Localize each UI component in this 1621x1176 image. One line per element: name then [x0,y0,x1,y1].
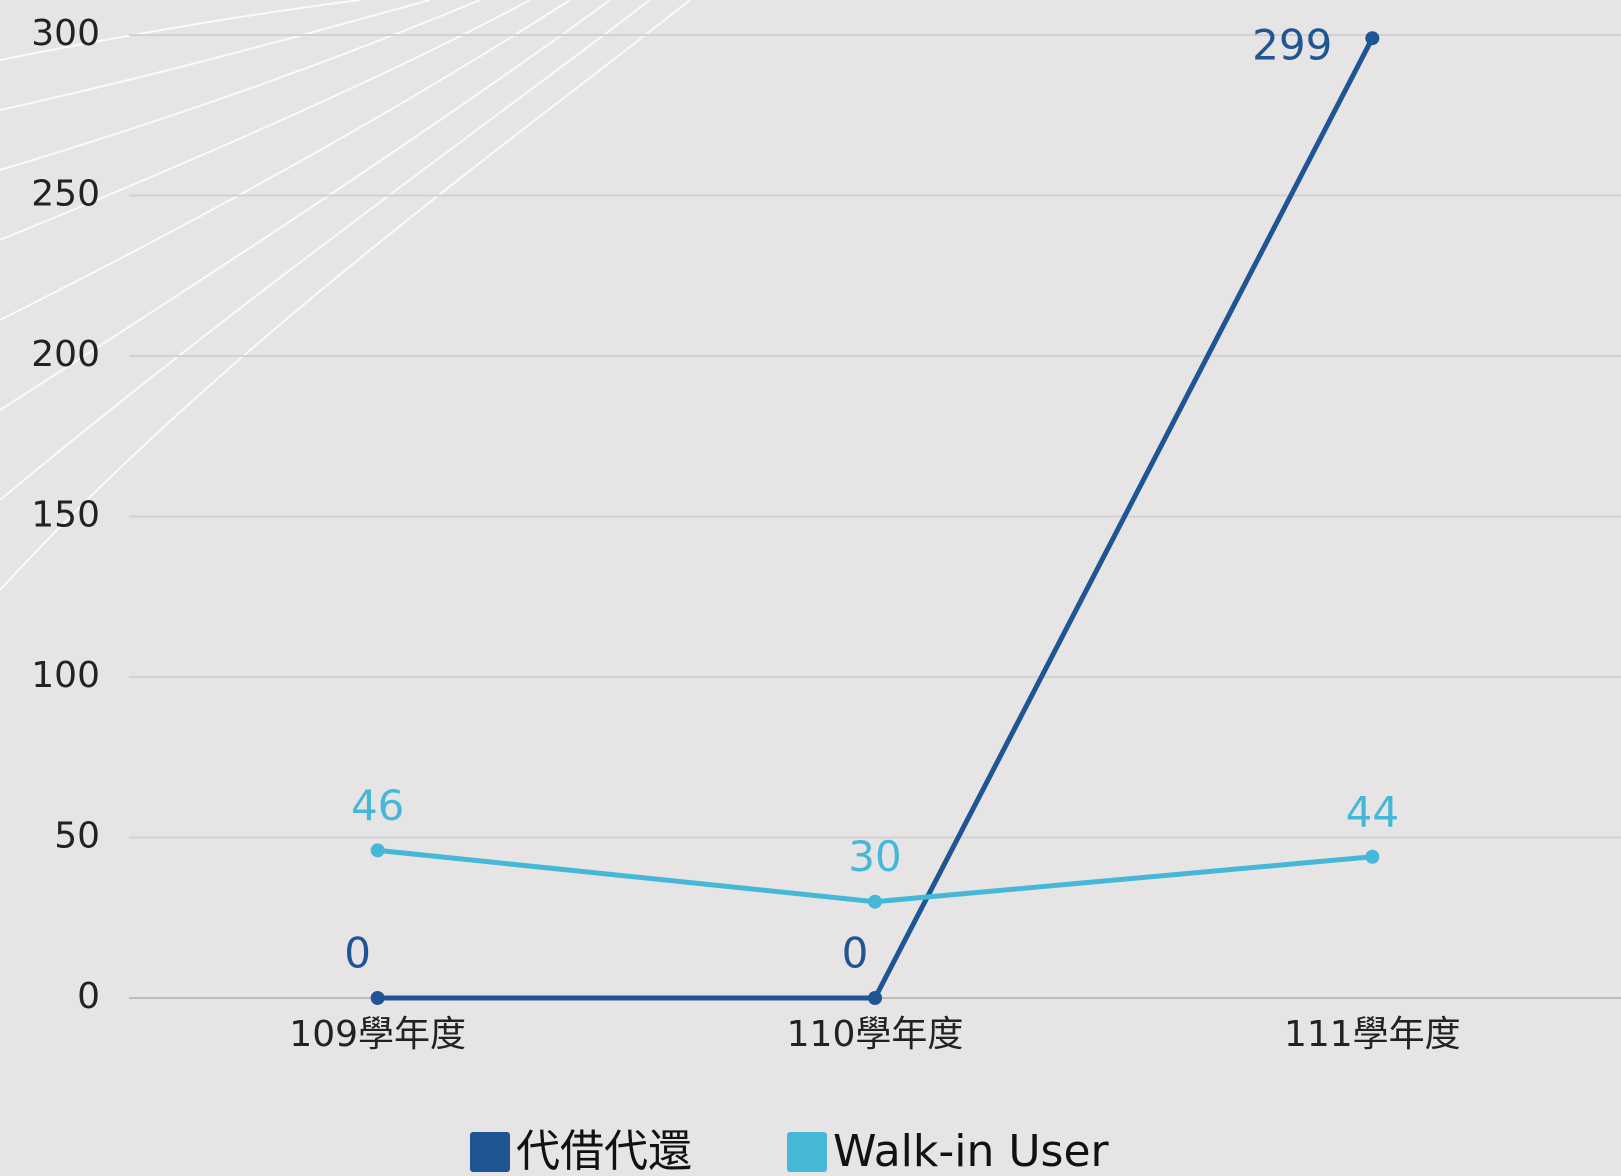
value-label: 299 [1252,21,1332,70]
point [1365,849,1380,864]
legend-swatch [470,1132,510,1172]
value-label: 46 [351,781,404,830]
value-label: 0 [842,929,869,978]
point [868,991,882,1005]
y-tick-label: 50 [54,816,100,857]
y-tick-label: 100 [31,655,100,696]
y-tick-label: 250 [31,174,100,215]
y-tick-label: 150 [31,495,100,536]
legend-label: 代借代還 [516,1126,692,1176]
y-tick-label: 300 [31,13,100,54]
y-tick-label: 0 [77,976,100,1017]
legend-label: Walk-in User [833,1126,1110,1176]
value-label: 30 [848,832,901,881]
value-label: 0 [344,929,371,978]
x-tick-label: 109學年度 [289,1014,466,1055]
value-label: 44 [1346,787,1399,836]
decoration [0,0,691,591]
point [868,894,882,909]
x-tick-label: 110學年度 [787,1014,964,1055]
x-tick-label: 111學年度 [1284,1014,1461,1055]
y-tick-label: 200 [31,334,100,375]
point [1365,31,1380,46]
legend-swatch [787,1132,827,1172]
point [370,843,385,858]
point [370,991,385,1005]
